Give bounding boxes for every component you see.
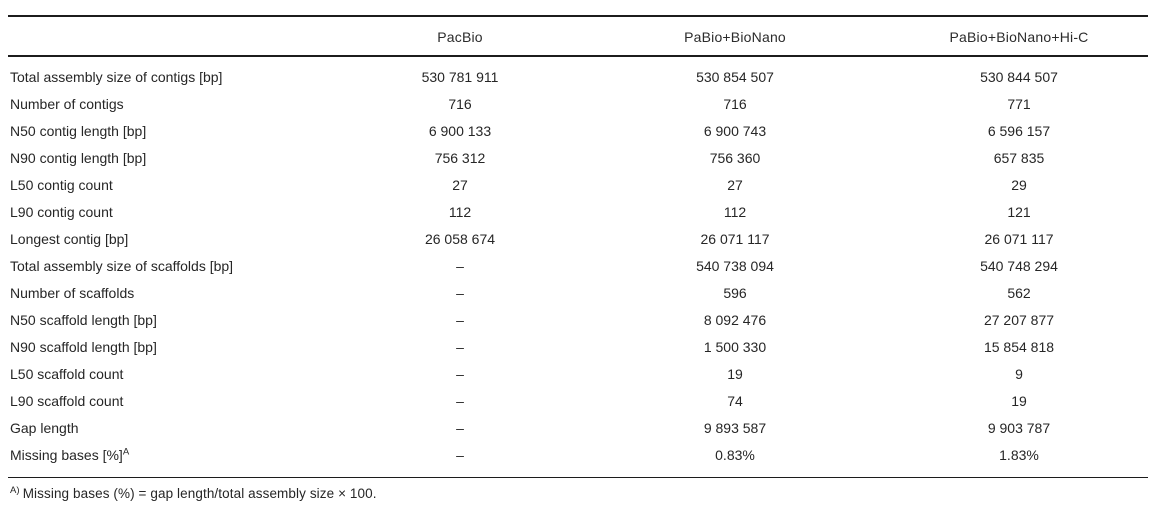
cell-value: 15 854 818 bbox=[983, 339, 1055, 355]
cell-value: 540 748 294 bbox=[980, 258, 1058, 274]
cell-value: 716 bbox=[448, 96, 472, 112]
row-label: Longest contig [bp] bbox=[10, 231, 129, 247]
table-row: N50 contig length [bp] 6 900 133 6 900 743… bbox=[8, 118, 1148, 145]
table-row: Gap length – 9 893 587 9 903 787 bbox=[8, 415, 1148, 442]
cell-value: 657 835 bbox=[993, 150, 1045, 166]
cell-value: 756 360 bbox=[709, 150, 761, 166]
row-label: L50 contig count bbox=[10, 177, 113, 193]
table-row: Total assembly size of scaffolds [bp] – 54… bbox=[8, 253, 1148, 280]
cell-value: 121 bbox=[1007, 204, 1031, 220]
header-row: PacBio PaBio+BioNano PaBio+BioNano+Hi-C bbox=[8, 16, 1148, 57]
table-row: L90 contig count 112 112 121 bbox=[8, 199, 1148, 226]
cell-value: 540 738 094 bbox=[696, 258, 774, 274]
cell-value: 27 bbox=[452, 177, 468, 193]
cell-value: 19 bbox=[727, 366, 743, 382]
assembly-stats-table: PacBio PaBio+BioNano PaBio+BioNano+Hi-C … bbox=[8, 15, 1148, 478]
cell-value: – bbox=[456, 312, 464, 328]
cell-value: 1.83% bbox=[999, 447, 1039, 463]
table-row: L90 scaffold count – 74 19 bbox=[8, 388, 1148, 415]
cell-value: 74 bbox=[727, 393, 743, 409]
cell-value: 596 bbox=[723, 285, 747, 301]
cell-value: – bbox=[456, 447, 464, 463]
row-label: Total assembly size of scaffolds [bp] bbox=[10, 258, 234, 274]
row-label-superscript: A bbox=[122, 446, 130, 458]
row-label: Total assembly size of contigs [bp] bbox=[10, 69, 223, 85]
table-row: N90 contig length [bp] 756 312 756 360 657 … bbox=[8, 145, 1148, 172]
cell-value: – bbox=[456, 339, 464, 355]
table-header: PacBio PaBio+BioNano PaBio+BioNano+Hi-C bbox=[8, 16, 1148, 57]
row-label: N50 scaffold length [bp] bbox=[10, 312, 157, 328]
cell-value: – bbox=[456, 258, 464, 274]
table-row: N90 scaffold length [bp] – 1 500 330 15 854… bbox=[8, 334, 1148, 361]
cell-value: 26 071 117 bbox=[700, 231, 770, 247]
cell-value: 6 900 743 bbox=[703, 123, 767, 139]
row-label: Number of contigs bbox=[10, 96, 124, 112]
row-label: Missing bases [%]A bbox=[10, 446, 130, 463]
column-header-empty bbox=[8, 16, 340, 57]
table-row: Longest contig [bp] 26 058 674 26 071 117 2… bbox=[8, 226, 1148, 253]
table-row: Total assembly size of contigs [bp] 530 7… bbox=[8, 56, 1148, 91]
cell-value: 530 844 507 bbox=[980, 69, 1058, 85]
cell-value: 112 bbox=[723, 204, 747, 220]
cell-value: 26 058 674 bbox=[424, 231, 496, 247]
row-label: L50 scaffold count bbox=[10, 366, 124, 382]
table-body: Total assembly size of contigs [bp] 530 7… bbox=[8, 56, 1148, 478]
cell-value: 26 071 117 bbox=[984, 231, 1054, 247]
table-row: Missing bases [%]A – 0.83% 1.83% bbox=[8, 442, 1148, 478]
table-row: L50 scaffold count – 19 9 bbox=[8, 361, 1148, 388]
row-label: L90 contig count bbox=[10, 204, 113, 220]
table-row: L50 contig count 27 27 29 bbox=[8, 172, 1148, 199]
cell-value: 27 bbox=[727, 177, 743, 193]
row-label: N50 contig length [bp] bbox=[10, 123, 147, 139]
cell-value: 9 bbox=[1015, 366, 1023, 382]
row-label: N90 contig length [bp] bbox=[10, 150, 147, 166]
cell-value: 1 500 330 bbox=[703, 339, 767, 355]
cell-value: 530 854 507 bbox=[696, 69, 774, 85]
column-header-pabio-bionano-hic: PaBio+BioNano+Hi-C bbox=[890, 16, 1148, 57]
cell-value: – bbox=[456, 366, 464, 382]
cell-value: 6 900 133 bbox=[428, 123, 492, 139]
cell-value: 29 bbox=[1011, 177, 1027, 193]
cell-value: – bbox=[456, 285, 464, 301]
assembly-stats-table-wrap: PacBio PaBio+BioNano PaBio+BioNano+Hi-C … bbox=[8, 15, 1148, 501]
cell-value: 562 bbox=[1007, 285, 1031, 301]
cell-value: 19 bbox=[1011, 393, 1027, 409]
cell-value: 27 207 877 bbox=[983, 312, 1055, 328]
cell-value: 9 903 787 bbox=[987, 420, 1051, 436]
cell-value: 9 893 587 bbox=[703, 420, 767, 436]
row-label: Number of scaffolds bbox=[10, 285, 135, 301]
table-footnote: A) Missing bases (%) = gap length/total a… bbox=[10, 484, 1148, 501]
cell-value: 771 bbox=[1007, 96, 1031, 112]
column-header-pacbio: PacBio bbox=[340, 16, 580, 57]
cell-value: 6 596 157 bbox=[987, 123, 1051, 139]
row-label: Gap length bbox=[10, 420, 79, 436]
cell-value: 0.83% bbox=[715, 447, 755, 463]
cell-value: – bbox=[456, 420, 464, 436]
cell-value: 756 312 bbox=[434, 150, 486, 166]
table-row: Number of scaffolds – 596 562 bbox=[8, 280, 1148, 307]
table-row: N50 scaffold length [bp] – 8 092 476 27 207… bbox=[8, 307, 1148, 334]
row-label: N90 scaffold length [bp] bbox=[10, 339, 157, 355]
footnote-text: Missing bases (%) = gap length/total ass… bbox=[22, 486, 377, 501]
cell-value: 716 bbox=[723, 96, 747, 112]
table-row: Number of contigs 716 716 771 bbox=[8, 91, 1148, 118]
cell-value: 112 bbox=[448, 204, 472, 220]
cell-value: 530 781 911 bbox=[421, 69, 499, 85]
cell-value: 8 092 476 bbox=[703, 312, 767, 328]
footnote-marker: A) bbox=[10, 484, 20, 496]
cell-value: – bbox=[456, 393, 464, 409]
row-label: L90 scaffold count bbox=[10, 393, 124, 409]
column-header-pabio-bionano: PaBio+BioNano bbox=[580, 16, 890, 57]
